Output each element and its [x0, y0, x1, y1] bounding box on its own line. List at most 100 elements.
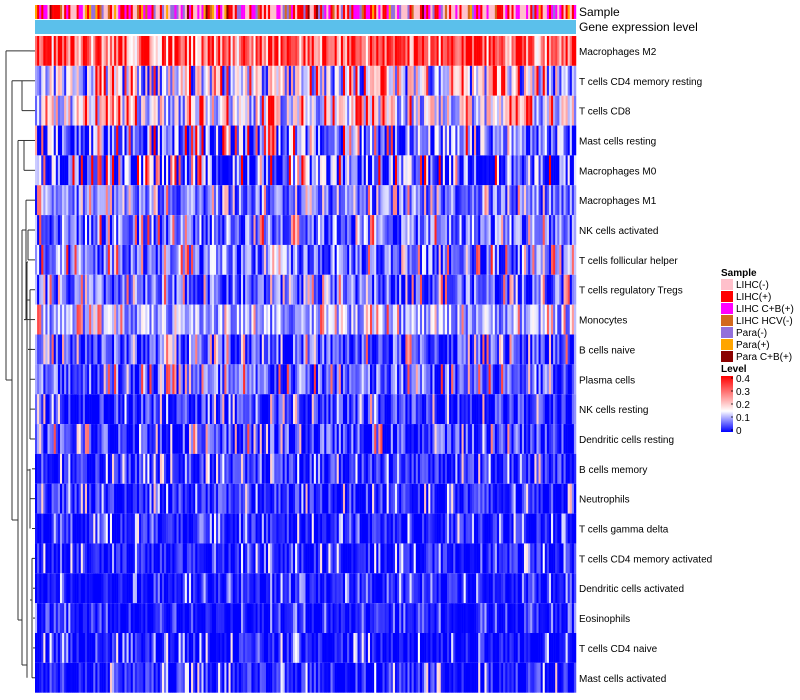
heatmap-cell — [186, 125, 190, 156]
sample-annotation-cell — [284, 5, 287, 19]
heatmap-cell — [463, 364, 466, 395]
heatmap-cell — [363, 215, 367, 245]
heatmap-cell — [538, 185, 541, 216]
heatmap-cell — [528, 543, 531, 574]
heatmap-cell — [411, 483, 414, 514]
heatmap-cell — [143, 274, 146, 305]
heatmap-cell — [494, 36, 498, 66]
heatmap-cell — [559, 513, 562, 544]
heatmap-cell — [322, 95, 325, 126]
sample-annotation-cell — [322, 5, 325, 19]
heatmap-cell — [442, 36, 446, 66]
heatmap-cell — [347, 95, 350, 126]
heatmap-cell — [307, 155, 310, 186]
heatmap-cell — [222, 185, 225, 216]
heatmap-cell — [326, 185, 329, 216]
heatmap-cell — [243, 513, 246, 544]
heatmap-cell — [438, 453, 441, 484]
heatmap-cell — [263, 453, 267, 484]
sample-annotation-cell — [265, 5, 269, 19]
heatmap-cell — [66, 573, 69, 604]
heatmap-cell — [544, 483, 548, 514]
heatmap-cell — [49, 125, 52, 156]
heatmap-cell — [39, 274, 42, 305]
heatmap-cell — [118, 453, 121, 484]
heatmap-cell — [501, 394, 504, 425]
heatmap-cell — [186, 185, 190, 216]
sample-annotation-cell — [401, 5, 404, 19]
heatmap-cell — [457, 394, 460, 425]
heatmap-cell — [141, 155, 144, 186]
heatmap-cell — [359, 513, 362, 544]
heatmap-cell — [101, 215, 104, 245]
heatmap-cell — [101, 334, 104, 365]
heatmap-cell — [376, 36, 379, 66]
heatmap-cell — [199, 155, 202, 186]
heatmap-cell — [276, 95, 279, 126]
heatmap-cell — [35, 453, 38, 484]
heatmap-cell — [559, 483, 562, 514]
heatmap-cell — [224, 543, 227, 574]
heatmap-cell — [370, 125, 373, 156]
heatmap-cell — [309, 65, 312, 96]
sample-annotation-cell — [70, 5, 73, 19]
heatmap-cell — [268, 364, 271, 395]
heatmap-cell — [59, 125, 63, 156]
heatmap-cell — [557, 155, 560, 186]
heatmap-cell — [519, 543, 523, 574]
heatmap-cell — [59, 185, 63, 216]
heatmap-cell — [446, 125, 450, 156]
heatmap-cell — [55, 95, 59, 126]
heatmap-cell — [268, 543, 271, 574]
heatmap-cell — [519, 95, 523, 126]
heatmap-cell — [114, 483, 117, 514]
heatmap-cell — [330, 483, 333, 514]
heatmap-cell — [438, 95, 441, 126]
heatmap-cell — [172, 155, 175, 186]
heatmap-cell — [253, 185, 256, 216]
heatmap-cell — [230, 65, 233, 96]
heatmap-cell — [305, 364, 308, 395]
heatmap-cell — [157, 304, 161, 335]
heatmap-cell — [191, 543, 194, 574]
sample-annotation-cell — [326, 5, 329, 19]
heatmap-cell — [476, 65, 479, 96]
sample-annotation-cell — [128, 5, 131, 19]
heatmap-cell — [205, 274, 208, 305]
heatmap-cell — [122, 513, 125, 544]
heatmap-cell — [455, 95, 458, 126]
heatmap-cell — [57, 394, 61, 425]
heatmap-cell — [97, 36, 100, 66]
heatmap-cell — [401, 36, 404, 66]
heatmap-cell — [178, 394, 181, 425]
sample-annotation-cell — [569, 5, 573, 19]
heatmap-cell — [499, 513, 502, 544]
heatmap-cell — [301, 513, 304, 544]
heatmap-cell — [317, 244, 321, 275]
heatmap-cell — [84, 483, 88, 514]
heatmap-cell — [155, 215, 159, 245]
heatmap-cell — [440, 424, 444, 454]
heatmap-cell — [234, 155, 238, 186]
heatmap-cell — [236, 244, 240, 275]
heatmap-cell — [430, 155, 433, 186]
heatmap-cell — [186, 453, 190, 484]
heatmap-cell — [249, 543, 252, 574]
heatmap-cell — [45, 95, 48, 126]
heatmap-cell — [37, 483, 40, 514]
heatmap-cell — [326, 304, 329, 335]
heatmap-cell — [511, 244, 514, 275]
heatmap-cell — [313, 215, 317, 245]
heatmap-cell — [82, 185, 86, 216]
heatmap-cell — [51, 543, 54, 574]
heatmap-cell — [274, 215, 277, 245]
heatmap-cell — [216, 95, 219, 126]
heatmap-cell — [407, 155, 410, 186]
heatmap-cell — [132, 215, 136, 245]
heatmap-cell — [122, 244, 125, 275]
heatmap-cell — [571, 274, 575, 305]
heatmap-cell — [224, 394, 227, 425]
heatmap-cell — [57, 513, 61, 544]
heatmap-cell — [39, 215, 42, 245]
sample-annotation-cell — [176, 5, 179, 19]
